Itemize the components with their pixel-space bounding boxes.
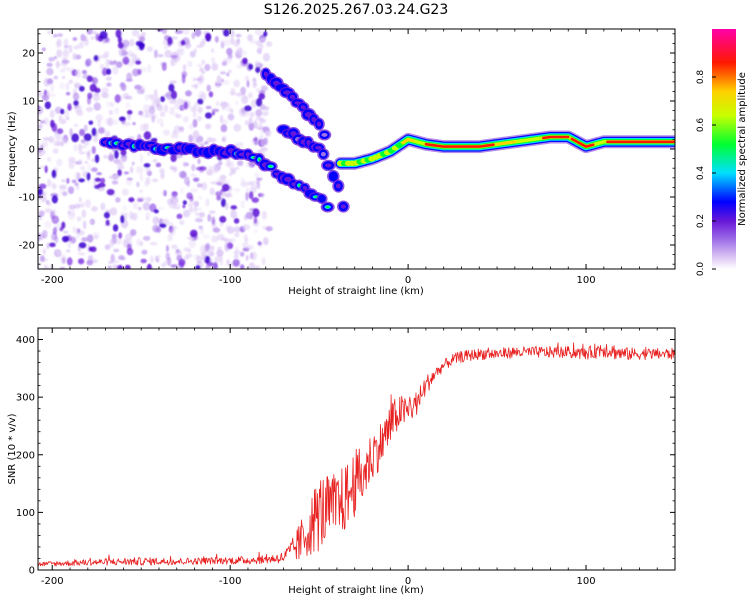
colorbar-label: Normalized spectral amplitude <box>737 72 748 226</box>
spectrogram-xtick-label: 0 <box>405 275 411 286</box>
spectrogram-ylabel: Frequency (Hz) <box>7 111 18 187</box>
snr-xtick-label: -200 <box>41 576 64 587</box>
spectrogram-xlabel: Height of straight line (km) <box>288 286 424 297</box>
snr-xtick-label: 100 <box>576 576 595 587</box>
snr-ylabel: SNR (10 * v/v) <box>7 413 18 484</box>
colorbar-tick-label: 0.6 <box>696 118 706 133</box>
colorbar-tick-label: 0.0 <box>696 262 706 277</box>
snr-ytick-label: 0 <box>29 566 35 577</box>
spectrogram-xtick-label: -100 <box>219 275 242 286</box>
snr-ytick-label: 400 <box>16 335 35 346</box>
spectrogram-ytick-label: 0 <box>29 145 35 156</box>
colorbar: 0.0 0.2 0.4 0.6 0.8 Normalized spectral ampl… <box>696 29 748 276</box>
spectrogram-ytick-label: -20 <box>19 241 35 252</box>
colorbar-tick-label: 0.8 <box>696 70 706 85</box>
colorbar-tick-label: 0.2 <box>696 214 706 228</box>
snr-xtick-label: 0 <box>405 576 411 587</box>
colorbar-tick-label: 0.4 <box>696 166 706 181</box>
spectrogram-xtick-label: 100 <box>576 275 595 286</box>
spectrogram-ytick-label: 10 <box>22 97 35 108</box>
snr-panel: -200 -100 0 100 0 100 200 300 400 Height of stra… <box>7 327 676 596</box>
figure-title: S126.2025.267.03.24.G23 <box>264 2 449 18</box>
spectrogram-heatmap <box>38 29 675 269</box>
snr-axes: -200 -100 0 100 0 100 200 300 400 <box>16 327 676 587</box>
snr-ytick-label: 200 <box>16 450 35 461</box>
spectrogram-track <box>276 124 350 213</box>
spectrogram-track <box>260 67 332 141</box>
snr-frame <box>37 327 676 571</box>
spectrogram-xtick-label: -200 <box>41 275 64 286</box>
spectrogram-noise <box>38 29 273 269</box>
snr-ytick-label: 300 <box>16 393 35 404</box>
snr-xtick-label: -100 <box>219 576 242 587</box>
snr-series-line <box>38 342 675 567</box>
spectrogram-ytick-label: -10 <box>19 193 35 204</box>
snr-ytick-label: 100 <box>16 508 35 519</box>
spectrogram-tracks <box>98 67 675 213</box>
spectrogram-ytick-label: 20 <box>22 49 35 60</box>
snr-xlabel: Height of straight line (km) <box>288 585 424 596</box>
spectrogram-track-main <box>334 130 675 170</box>
colorbar-gradient <box>712 29 736 269</box>
spectrogram-track <box>98 136 335 213</box>
